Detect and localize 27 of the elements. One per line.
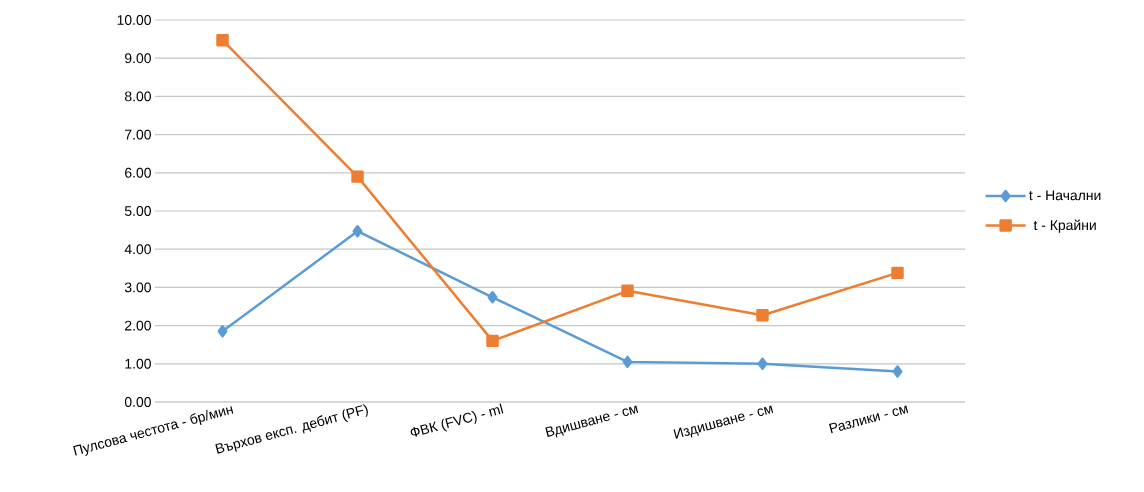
y-tick-label: 10.00 [117,15,151,25]
point [622,355,633,369]
point [216,34,229,47]
y-tick-label: 0.00 [124,397,151,407]
y-tick-label: 1.00 [125,358,151,369]
point [486,334,499,348]
y-tick-label: 4.00 [124,244,151,255]
x-tick-label: Разлики - см [829,405,909,434]
point [756,309,769,322]
point [757,357,768,371]
legend-label: t - Начални [1029,190,1101,201]
point [487,291,498,304]
legend-label: t - Крайни [1033,219,1096,233]
y-tick-label: 9.00 [125,53,151,64]
point [892,365,903,378]
y-tick-label: 2.00 [125,320,151,331]
point [351,170,364,183]
point [891,266,904,280]
point [217,325,228,338]
point [621,284,634,298]
y-tick-label: 3.00 [124,282,151,293]
y-tick-label: 8.00 [124,91,151,102]
y-tick-label: 6.00 [125,167,151,178]
point [352,225,363,238]
y-tick-label: 7.00 [125,129,151,140]
y-tick-label: 5.00 [124,206,151,216]
x-tick-label: ФВК (FVC) - ml [410,403,504,437]
